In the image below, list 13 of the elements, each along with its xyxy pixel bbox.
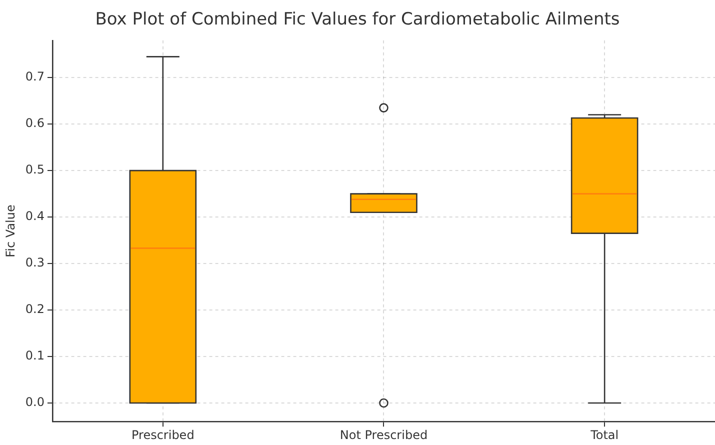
y-tick-label: 0.0 [25, 395, 44, 410]
x-tick-label: Total [590, 428, 619, 442]
y-axis-title: Fic Value [3, 204, 18, 258]
chart-title: Box Plot of Combined Fic Values for Cardiometabolic Ailments [95, 10, 620, 30]
y-tick-label: 0.1 [25, 348, 44, 363]
y-tick-label: 0.2 [25, 302, 44, 316]
x-tick-label: Prescribed [131, 428, 194, 442]
y-tick-label: 0.3 [25, 256, 44, 270]
x-tick-label: Not Prescribed [340, 428, 428, 442]
y-tick-label: 0.6 [25, 116, 44, 130]
y-tick-label: 0.4 [25, 209, 44, 224]
y-tick-label: 0.7 [25, 70, 44, 84]
y-tick-label: 0.5 [25, 162, 44, 177]
